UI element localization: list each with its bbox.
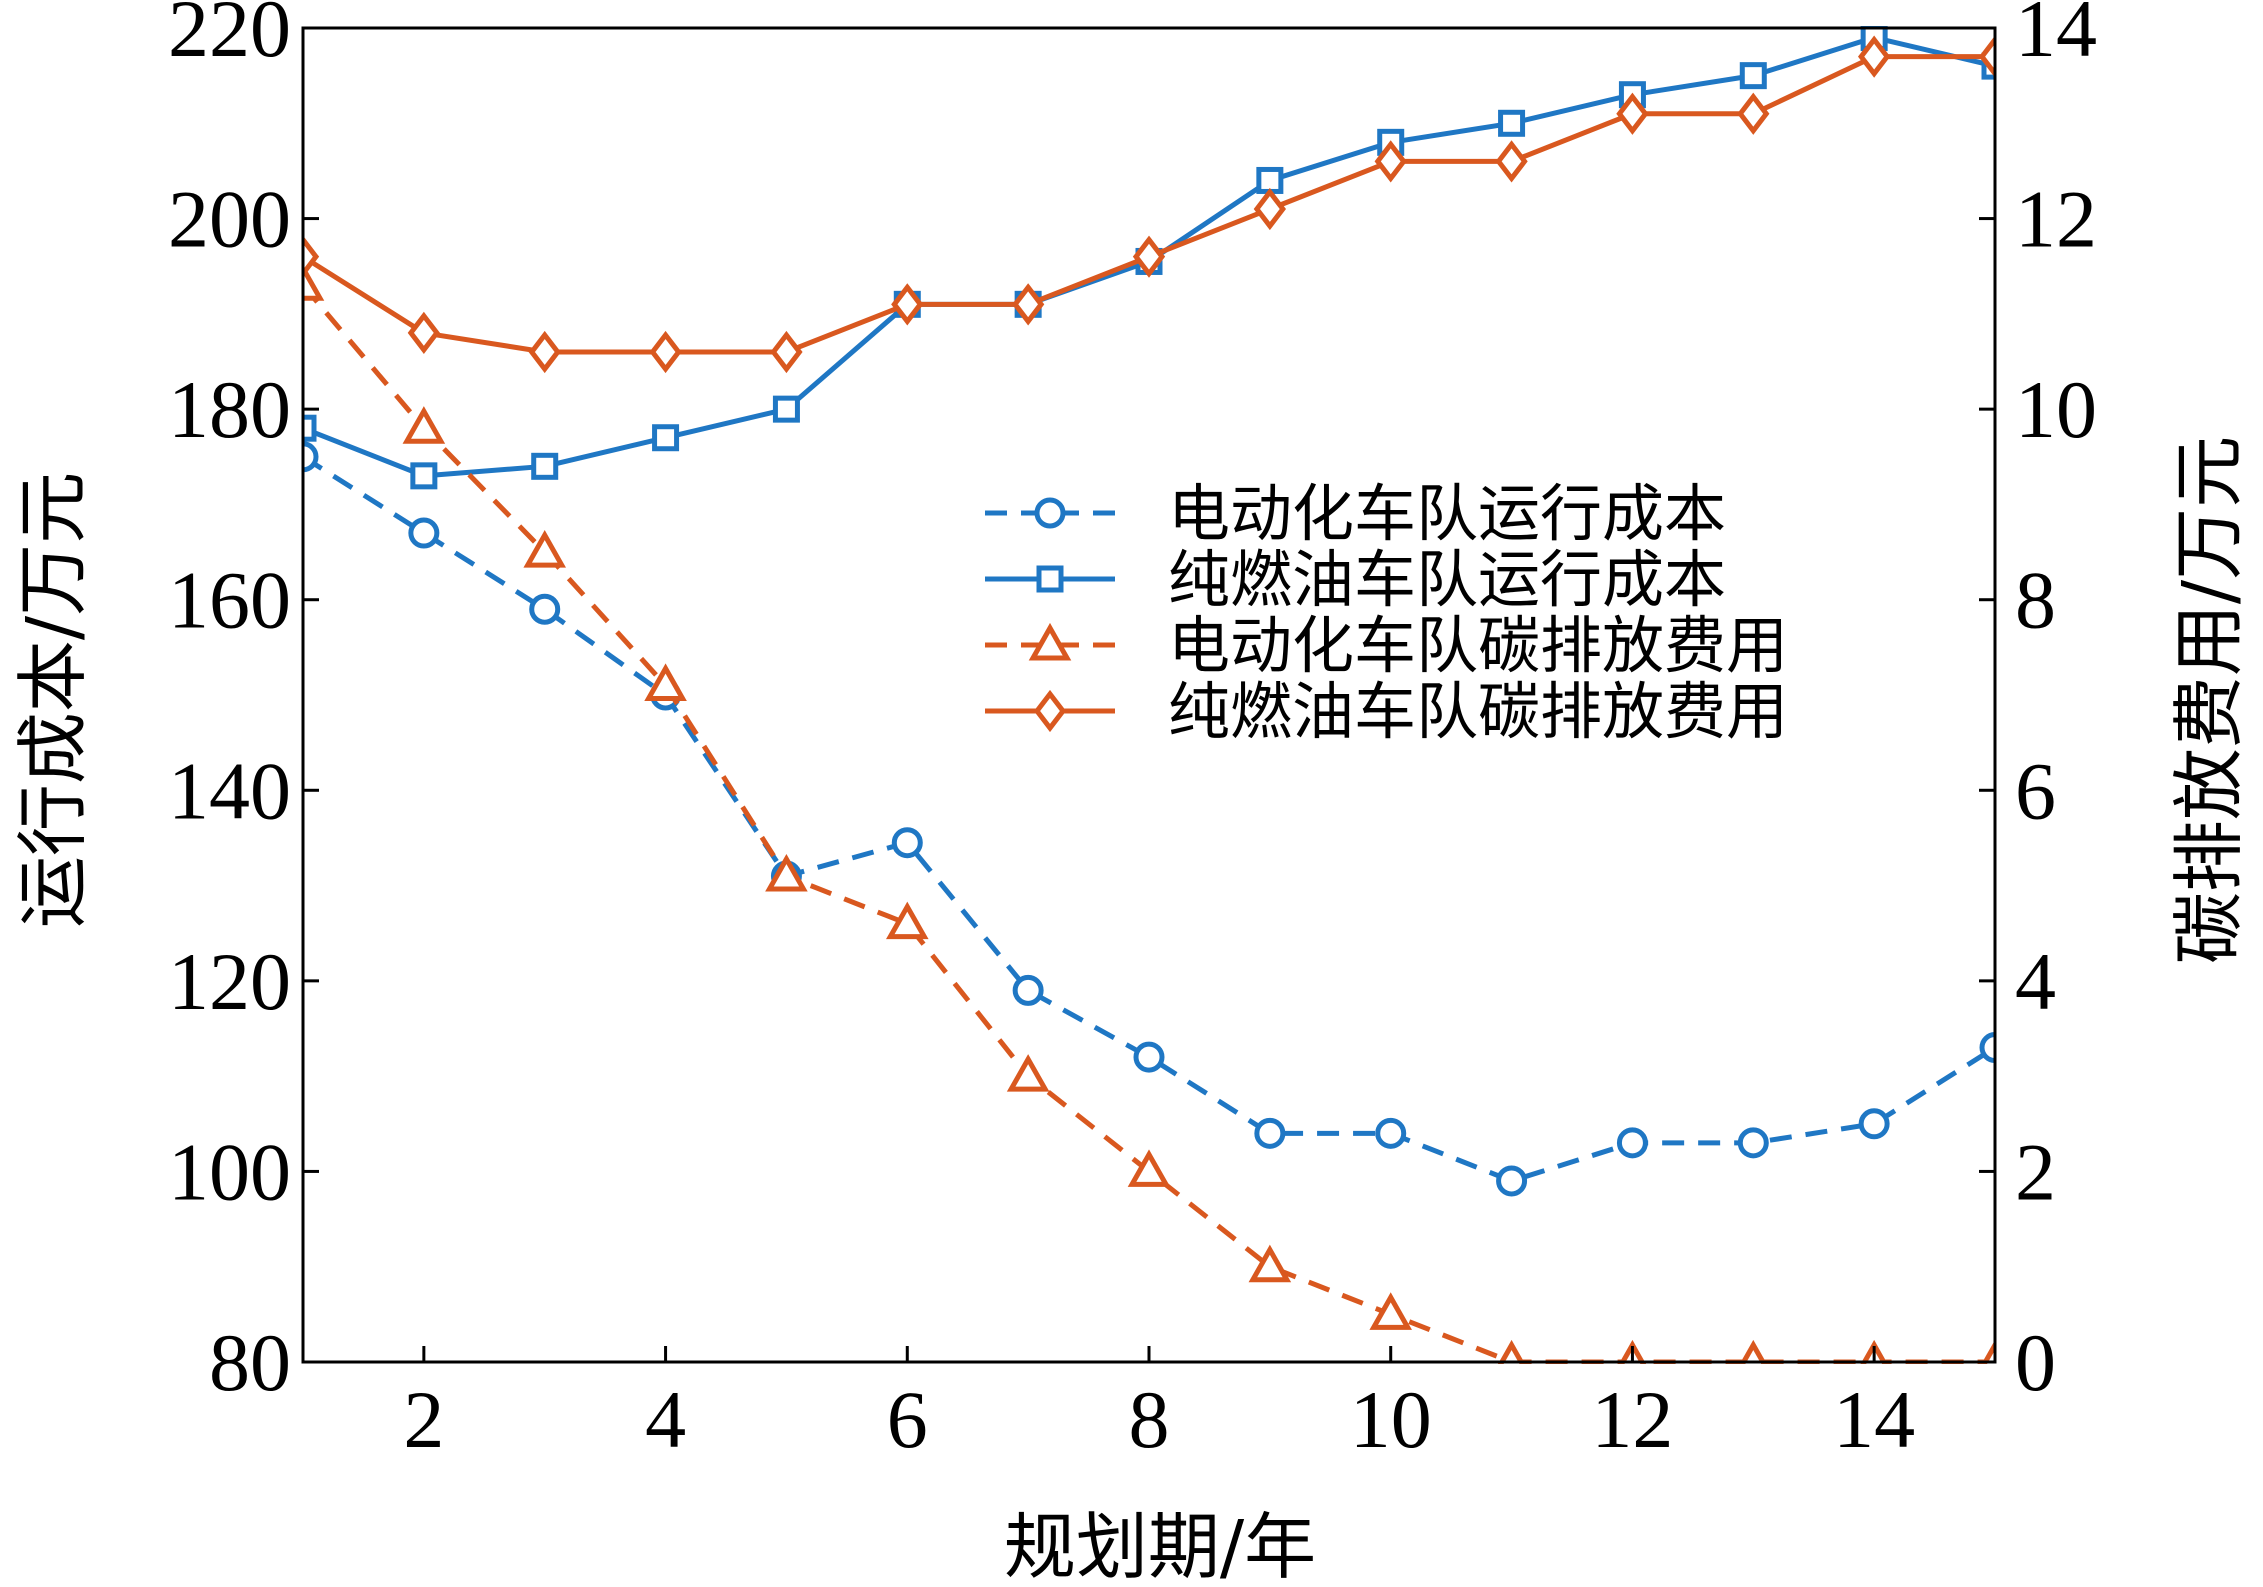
- series-1-point-1: [303, 441, 319, 473]
- series-3-point-10: [1369, 1292, 1413, 1330]
- series-1-point-11: [1496, 1165, 1528, 1197]
- series-1-point-13: [1737, 1127, 1769, 1159]
- right-tick-label-3: 4: [2015, 936, 2056, 1027]
- series-4-point-13: [1737, 92, 1770, 135]
- series-3-point-9: [1248, 1244, 1292, 1283]
- series-2-point-11: [1498, 109, 1526, 137]
- series-3-point-11: [1497, 1339, 1526, 1364]
- ticks-layer: 2 4 6 8 10 12 14 80 100 120 140 160 180 200 220 0 2 4 6 8 10…: [168, 0, 2097, 1465]
- right-tick-label-2: 2: [2015, 1126, 2056, 1217]
- series-2-point-3: [531, 452, 559, 480]
- series-4-point-2: [407, 311, 441, 355]
- legend-3-label: 电动化车队碳排放费用: [1168, 609, 1788, 682]
- legend-4-label: 纯燃油车队碳排放费用: [1168, 675, 1788, 748]
- right-tick-label-4: 6: [2015, 745, 2056, 836]
- legend-1-label: 电动化车队运行成本: [1168, 477, 1726, 550]
- series-4-point-7: [1011, 283, 1045, 326]
- series-1-point-9: [1254, 1117, 1286, 1149]
- legend-3-marker: [1028, 622, 1072, 661]
- x-tick-label-4: 8: [1129, 1374, 1170, 1465]
- series-layer: [303, 26, 1995, 1364]
- series-1-point-12: [1616, 1127, 1648, 1159]
- x-axis-title: 规划期/年: [1004, 1505, 1316, 1587]
- series-3-point-6: [885, 901, 929, 940]
- right-tick-label-1: 0: [2015, 1317, 2056, 1408]
- series-1-point-8: [1133, 1041, 1165, 1073]
- x-tick-label-2: 4: [645, 1374, 686, 1465]
- series-4-point-3: [528, 330, 561, 374]
- series-1-point-7: [1012, 974, 1044, 1006]
- right-axis-title: 碳排放费用/万元: [2167, 436, 2251, 964]
- series-3-line: [303, 283, 1995, 1364]
- left-tick-label-2: 100: [168, 1126, 291, 1217]
- right-tick-label-5: 8: [2015, 555, 2056, 646]
- series-3-point-1: [303, 263, 325, 301]
- x-tick-label-7: 14: [1833, 1374, 1915, 1465]
- series-4-point-5: [770, 330, 803, 374]
- series-4-point-10: [1374, 140, 1407, 183]
- x-tick-label-3: 6: [887, 1374, 928, 1465]
- series-1-point-6: [891, 827, 923, 859]
- legend-1-marker: [1034, 497, 1066, 529]
- x-tick-label-1: 2: [403, 1374, 444, 1465]
- legend-4-marker: [1033, 689, 1067, 733]
- right-tick-label-8: 14: [2015, 0, 2097, 74]
- series-2-point-5: [772, 395, 800, 423]
- series-1-point-14: [1858, 1108, 1890, 1140]
- series-1-point-2: [408, 517, 440, 549]
- series-1-point-3: [529, 593, 561, 625]
- series-4-line: [303, 54, 1995, 355]
- series-2-point-1: [303, 414, 317, 442]
- series-2-point-2: [410, 462, 438, 490]
- left-tick-label-4: 140: [168, 745, 291, 836]
- series-2-point-4: [652, 424, 680, 452]
- left-tick-label-5: 160: [168, 555, 291, 646]
- series-3-point-3: [523, 530, 567, 568]
- series-3-point-5: [765, 853, 808, 892]
- series-3-point-2: [402, 406, 446, 444]
- left-tick-label-1: 80: [209, 1317, 291, 1408]
- series-4-point-14: [1857, 35, 1891, 78]
- series-3-point-15: [1981, 1339, 1995, 1364]
- right-tick-label-7: 12: [2015, 174, 2097, 265]
- right-tick-label-6: 10: [2015, 364, 2097, 455]
- left-axis-title: 运行成本/万元: [11, 472, 95, 928]
- left-tick-label-7: 200: [168, 174, 291, 265]
- left-tick-label-6: 180: [168, 364, 291, 455]
- series-3-point-7: [1006, 1054, 1050, 1092]
- series-3-point-8: [1127, 1149, 1171, 1187]
- series-4-point-11: [1495, 140, 1528, 183]
- series-4-point-9: [1253, 187, 1287, 231]
- series-4-point-15: [1978, 35, 1995, 78]
- series-4-point-1: [303, 235, 320, 278]
- series-3-point-4: [644, 663, 687, 701]
- series-4-point-4: [649, 330, 682, 374]
- series-4-point-12: [1616, 92, 1649, 135]
- series-2-point-13: [1739, 62, 1767, 90]
- series-1-point-10: [1375, 1117, 1407, 1149]
- left-tick-label-8: 220: [168, 0, 291, 74]
- series-1-line: [303, 454, 1995, 1184]
- series-1-point-15: [1979, 1032, 1995, 1064]
- series-4-point-8: [1132, 235, 1166, 278]
- left-tick-label-3: 120: [168, 936, 291, 1027]
- legend-2-marker: [1036, 565, 1064, 593]
- series-4-point-6: [891, 283, 924, 326]
- legend-2-label: 纯燃油车队运行成本: [1168, 543, 1726, 616]
- series-3-point-13: [1739, 1339, 1767, 1364]
- x-tick-label-5: 10: [1350, 1374, 1432, 1465]
- x-tick-label-6: 12: [1591, 1374, 1673, 1465]
